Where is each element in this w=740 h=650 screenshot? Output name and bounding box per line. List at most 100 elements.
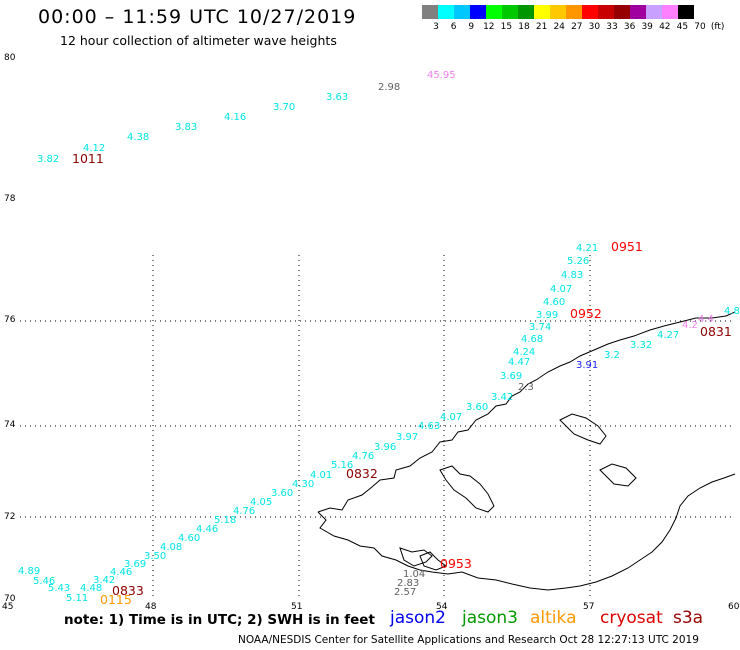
wave-height-value: 4.48: [80, 583, 102, 594]
wave-height-value: 3.2: [604, 350, 620, 361]
scale-swatch: [678, 5, 694, 19]
wave-height-value: 4.12: [83, 143, 105, 154]
scale-swatch: [630, 5, 646, 19]
scale-label: 30: [588, 22, 601, 32]
coastline: [317, 311, 736, 591]
scale-swatch: [582, 5, 598, 19]
wave-height-value: 4.4: [698, 314, 714, 325]
coastline-segment: [419, 551, 448, 571]
scale-swatch: [598, 5, 614, 19]
wave-height-value: 4.60: [543, 297, 565, 308]
wave-height-value: 3.96: [374, 442, 396, 453]
mission-label: jason3: [462, 608, 518, 628]
coastline-segment: [559, 413, 607, 445]
scale-label: 36: [623, 22, 636, 32]
wave-height-value: 4.08: [160, 542, 182, 553]
scale-swatch: [470, 5, 486, 19]
pass-time-label: 1011: [72, 151, 104, 166]
graticule: [20, 255, 735, 598]
lon-label: 54: [436, 602, 448, 612]
wave-height-value: 4.60: [178, 533, 200, 544]
wave-height-value: 4.76: [352, 451, 374, 462]
page-subtitle: 12 hour collection of altimeter wave hei…: [60, 33, 337, 48]
wave-height-value: 4.46: [110, 567, 132, 578]
scale-label: 18: [518, 22, 530, 32]
wave-height-value: 3.74: [529, 322, 551, 333]
scale-swatch: [502, 5, 518, 19]
wave-height-value: 4.24: [513, 347, 535, 358]
mission-label: cryosat: [600, 608, 663, 628]
wave-height-value: 3.99: [536, 310, 558, 321]
wave-height-value: 3.97: [396, 432, 418, 443]
coastline-segment: [439, 465, 495, 513]
wave-height-value: 3.69: [124, 559, 146, 570]
wave-height-value: 5.18: [214, 515, 236, 526]
lat-label: 80: [4, 53, 16, 63]
lon-label: 48: [145, 602, 157, 612]
wave-height-value: 2.83: [397, 578, 419, 589]
scale-label: (ft): [710, 22, 725, 32]
lon-label: 51: [291, 602, 302, 612]
wave-height-value: 4.30: [292, 479, 314, 490]
wave-height-value: 4.46: [196, 524, 218, 535]
wave-height-value: 3.32: [630, 340, 652, 351]
wave-height-value: 4.89: [18, 566, 40, 577]
pass-time-label: 0833: [112, 583, 144, 598]
wave-height-value: 3.60: [466, 402, 488, 413]
scale-label: 39: [641, 22, 653, 32]
wave-height-value: 3.70: [273, 102, 295, 113]
scale-swatch: [454, 5, 470, 19]
scale-label: 70: [694, 22, 706, 32]
wave-height-value: 3.63: [326, 92, 348, 103]
scale-swatch: [646, 5, 662, 19]
wave-height-value: 4.01: [310, 470, 332, 481]
wave-height-value: 2.57: [394, 587, 416, 598]
scale-label: 33: [606, 22, 618, 32]
lon-label: 45: [2, 602, 13, 612]
scale-swatch: [550, 5, 566, 19]
scale-label: 3: [433, 22, 439, 32]
lon-label: 57: [583, 602, 594, 612]
wave-height-value: 4.07: [440, 412, 462, 423]
wave-height-value: 2.98: [378, 82, 400, 93]
wave-height-value: 45.95: [427, 70, 456, 81]
lon-label: 60: [728, 602, 740, 612]
scale-swatch: [438, 5, 454, 19]
wave-height-value: 5.11: [66, 593, 88, 604]
scale-swatch: [614, 5, 630, 19]
scale-swatch: [534, 5, 550, 19]
wave-height-value: 4.27: [657, 330, 679, 341]
wave-height-value: 4.05: [250, 497, 272, 508]
scale-label: 6: [450, 22, 457, 32]
wave-height-value: 3.50: [144, 551, 166, 562]
wave-height-value: 3.42: [491, 392, 513, 403]
mission-label: jason2: [390, 608, 446, 628]
pass-time-label: 0115: [100, 592, 132, 607]
pass-time-label: 0831: [700, 324, 732, 339]
mission-label: s3a: [673, 608, 704, 628]
wave-height-value: 3.42: [93, 575, 115, 586]
pass-time-label: 0951: [611, 239, 643, 254]
scale-swatch: [486, 5, 502, 19]
wave-height-value: 4.83: [561, 270, 583, 281]
pass-time-label: 0832: [346, 466, 378, 481]
mission-label: altika: [530, 608, 577, 628]
scale-label: 21: [535, 22, 548, 32]
wave-height-value: 3.82: [37, 154, 59, 165]
coastline-segment: [317, 473, 736, 591]
pass-time-label: 0953: [440, 556, 472, 571]
wave-height-value: 4.8: [724, 306, 740, 317]
scale-label: 12: [483, 22, 495, 32]
wave-height-value: 5.16: [331, 460, 353, 471]
scale-label: 42: [659, 22, 671, 32]
wave-height-value: 5.43: [48, 583, 70, 594]
scale-swatch: [566, 5, 582, 19]
scale-swatch: [662, 5, 678, 19]
scale-label: 15: [500, 22, 513, 32]
scale-label: 45: [676, 22, 689, 32]
wave-height-value: 4.07: [550, 284, 572, 295]
wave-height-value: 1.04: [403, 569, 425, 580]
